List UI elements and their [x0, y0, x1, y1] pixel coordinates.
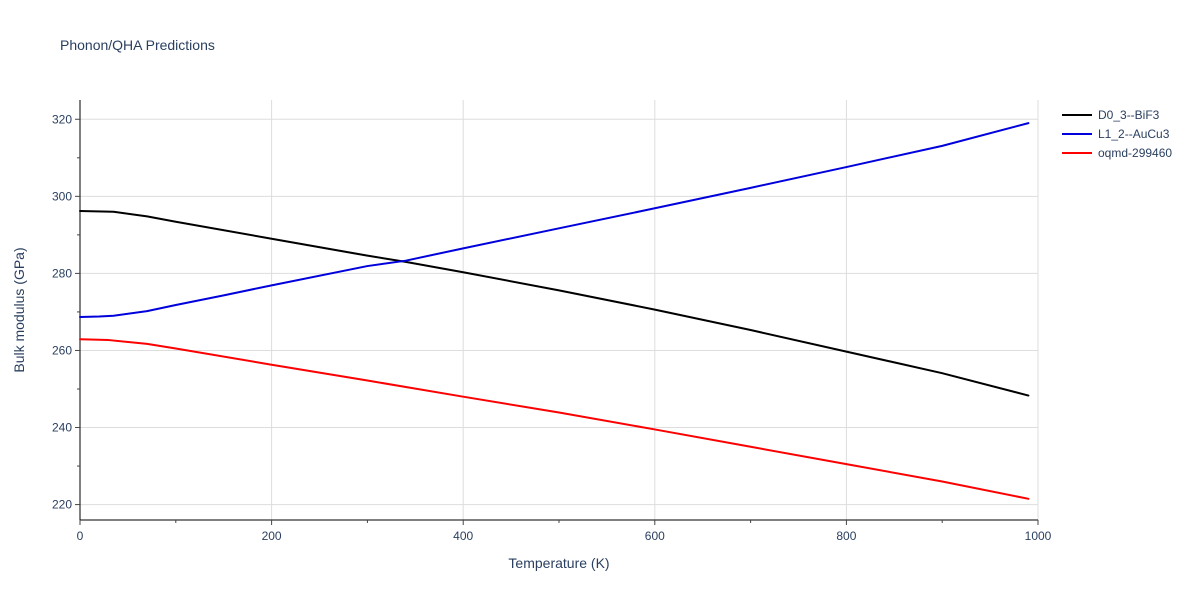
series-line-3 — [79, 338, 1030, 500]
series-line-2 — [79, 122, 1030, 318]
y-tick-label: 280 — [52, 266, 72, 280]
x-tick-label: 0 — [77, 529, 84, 543]
y-tick-label: 220 — [52, 498, 72, 512]
axes: 0 200 400 600 800 1000 220 240 260 280 300 320 — [52, 100, 1052, 543]
series-line-1 — [79, 209, 1030, 397]
x-tick-label: 400 — [453, 529, 473, 543]
chart-title: Phonon/QHA Predictions — [60, 37, 215, 53]
y-axis-title: Bulk modulus (GPa) — [11, 247, 27, 372]
legend-label: L1_2--AuCu3 — [1098, 127, 1170, 141]
legend: D0_3--BiF3 L1_2--AuCu3 oqmd-299460 — [1062, 108, 1172, 160]
y-tick-label: 320 — [52, 112, 72, 126]
y-tick-label: 300 — [52, 189, 72, 203]
legend-label: D0_3--BiF3 — [1098, 108, 1160, 122]
grid — [80, 100, 1039, 520]
x-tick-label: 800 — [836, 529, 856, 543]
y-tick-label: 240 — [52, 421, 72, 435]
series-lines — [79, 122, 1030, 500]
x-tick-label: 200 — [262, 529, 282, 543]
x-tick-label: 600 — [645, 529, 665, 543]
y-tick-label: 260 — [52, 343, 72, 357]
legend-label: oqmd-299460 — [1098, 146, 1172, 160]
x-tick-label: 1000 — [1025, 529, 1052, 543]
x-axis-title: Temperature (K) — [508, 555, 609, 571]
